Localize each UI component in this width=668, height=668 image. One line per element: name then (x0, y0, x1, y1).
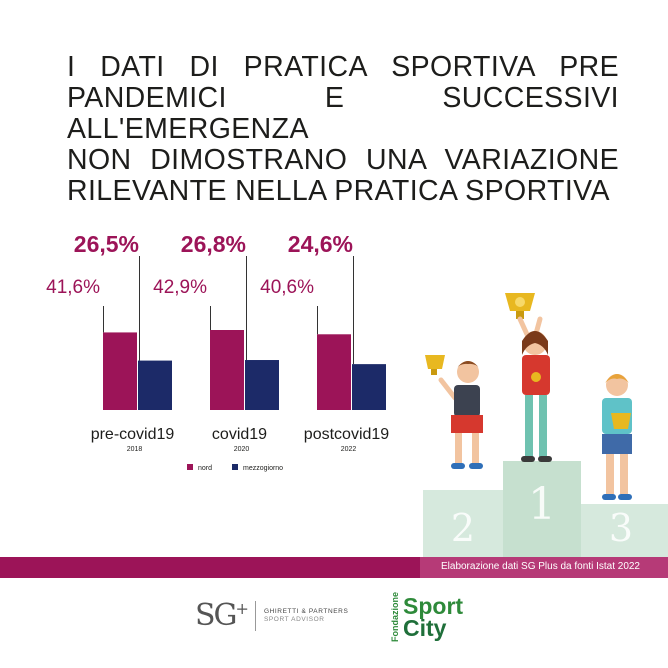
bar-nord-0 (103, 332, 137, 410)
bar-chart: 41,6% 26,5% pre-covid19 2018 42,9% 26,8% covid… (46, 231, 389, 472)
label-nord-2: 40,6% (260, 277, 314, 298)
sg-mark-letters: SG (195, 598, 238, 633)
bar-mezzogiorno-1 (245, 360, 279, 410)
category-year-0: 2018 (127, 446, 143, 453)
child-first-place (505, 293, 552, 462)
legend-swatch-mezzogiorno (232, 464, 238, 470)
category-year-1: 2020 (234, 446, 250, 453)
sg-mark-plus: + (235, 599, 249, 618)
podium-block-3 (581, 504, 668, 557)
child-second-place (425, 355, 483, 469)
bar-nord-2 (317, 334, 351, 410)
legend-label-nord: nord (198, 465, 212, 472)
bar-nord-1 (210, 330, 244, 410)
logo-divider (254, 600, 256, 631)
source-note: Elaborazione dati SG Plus da fonti Istat… (440, 561, 640, 572)
fsc-sport: Sport (403, 593, 464, 619)
category-label-2: postcovid19 (304, 426, 389, 443)
legend-swatch-nord (187, 464, 193, 470)
label-mezzogiorno-1: 26,8% (181, 231, 246, 257)
podium-block-1 (503, 461, 581, 557)
fondazione-sport-city-logo: Fondazione Sport City (390, 592, 463, 642)
label-nord-1: 42,9% (153, 277, 207, 298)
fsc-city: City (403, 615, 447, 641)
podium-number-1: 1 (528, 479, 556, 530)
headline-line-3: NON DIMOSTRANO UNA VARIAZIONE (67, 144, 619, 176)
legend-label-mezzogiorno: mezzogiorno (243, 465, 283, 472)
footer-band: Elaborazione dati SG Plus da fonti Istat… (0, 557, 668, 578)
fsc-words: Sport City (403, 593, 464, 641)
label-mezzogiorno-0: 26,5% (74, 231, 139, 257)
podium-number-2: 2 (451, 506, 475, 550)
headline-line-2: PANDEMICI E SUCCESSIVI ALL'EMERGENZA (67, 82, 619, 145)
category-label-0: pre-covid19 (91, 426, 175, 443)
label-nord-0: 41,6% (46, 277, 100, 298)
category-label-1: covid19 (212, 426, 267, 443)
label-mezzogiorno-2: 24,6% (288, 231, 353, 257)
podium-block-2 (423, 490, 503, 557)
podium-number-3: 3 (609, 506, 633, 550)
headline: I DATI DI PRATICA SPORTIVA PRE PANDEMICI… (67, 52, 619, 207)
bar-mezzogiorno-2 (352, 364, 386, 410)
sg-sub: SPORT ADVISOR (263, 615, 325, 623)
bar-mezzogiorno-0 (138, 360, 172, 410)
child-third-place (602, 374, 632, 500)
footer-band-highlight (420, 557, 668, 578)
podium-illustration: 2 1 3 (423, 293, 668, 557)
ghiretti-partners-logo: SG+ GHIRETTI & PARTNERS SPORT ADVISOR (195, 598, 348, 633)
sg-text: GHIRETTI & PARTNERS SPORT ADVISOR (264, 608, 348, 624)
headline-line-4: RILEVANTE NELLA PRATICA SPORTIVA (67, 175, 610, 207)
sg-name: GHIRETTI & PARTNERS (263, 607, 349, 615)
sg-mark: SG+ (195, 598, 249, 633)
headline-line-1: I DATI DI PRATICA SPORTIVA PRE (67, 51, 619, 83)
category-year-2: 2022 (341, 446, 357, 453)
fsc-vertical-label: Fondazione (390, 592, 400, 642)
